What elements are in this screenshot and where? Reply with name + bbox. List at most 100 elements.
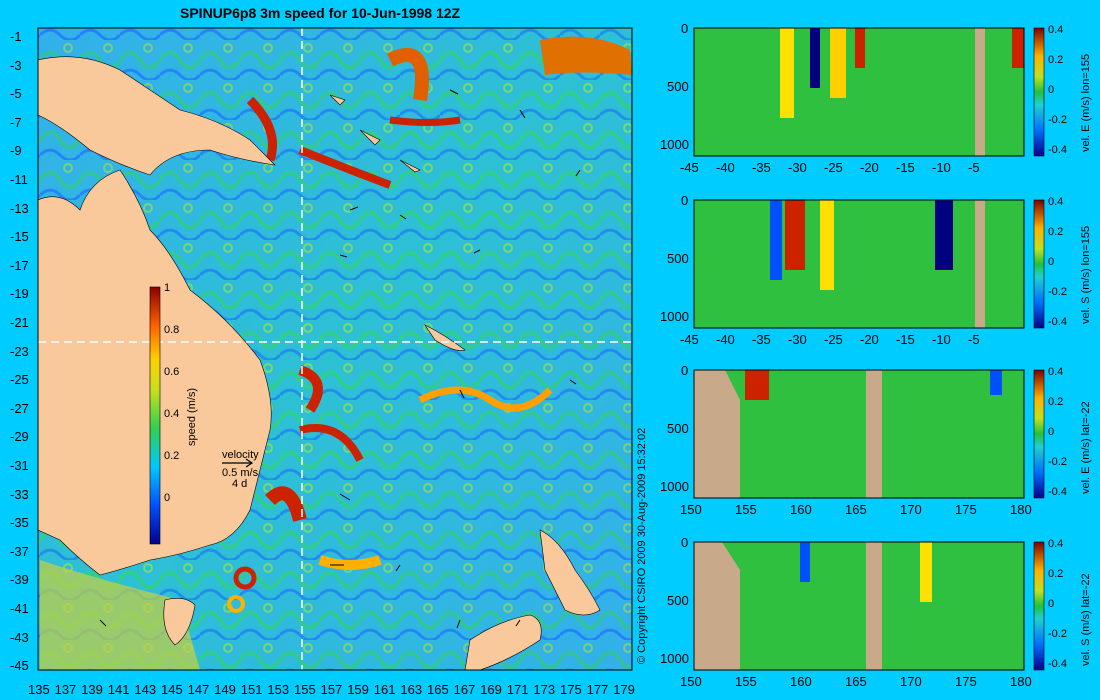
lon-tick-label: 153 <box>267 682 290 697</box>
lat-tick-label: -13 <box>10 200 29 216</box>
lat-tick-label: -17 <box>10 257 29 273</box>
lon-tick-label: 141 <box>107 682 130 697</box>
section-x-tick: -20 <box>860 160 879 175</box>
section-panel-1 <box>693 27 1045 157</box>
lon-tick-label: 161 <box>373 682 396 697</box>
lat-tick-label: -25 <box>10 372 29 388</box>
section-colorbar-tick: -0.2 <box>1048 628 1067 640</box>
section-x-tick: -10 <box>932 160 951 175</box>
section-colorbar-tick: 0 <box>1048 426 1055 438</box>
lon-tick-label: 147 <box>187 682 210 697</box>
lat-tick-label: -31 <box>10 458 29 473</box>
lat-tick-label: -7 <box>10 114 22 130</box>
section-x-tick: 180 <box>1010 502 1032 517</box>
lon-tick-label: 167 <box>453 682 476 697</box>
section-colorbar-tick: 0.4 <box>1048 366 1064 378</box>
lat-tick-label: -9 <box>10 143 22 159</box>
section-y-tick: 500 <box>667 79 689 94</box>
section-colorbar-tick: -0.2 <box>1048 114 1067 126</box>
lon-tick-label: 143 <box>134 682 157 697</box>
section-y-tick: 1000 <box>660 651 689 666</box>
lat-tick-label: -29 <box>10 429 29 445</box>
section-colorbar-tick: 0.2 <box>1048 54 1064 66</box>
section-y-tick: 1000 <box>660 137 689 152</box>
section-panel-4 <box>693 541 1045 671</box>
section-colorbar-tick: 0 <box>1048 256 1055 268</box>
speed-colorbar-tick: 0.4 <box>164 408 180 420</box>
section-x-tick: 175 <box>955 502 977 517</box>
section-x-tick: -25 <box>824 332 843 347</box>
section-colorbar-tick: 0 <box>1048 84 1055 96</box>
speed-colorbar-label: speed (m/s) <box>186 387 198 446</box>
section-colorbar-tick: 0.4 <box>1048 538 1064 550</box>
lon-tick-label: 163 <box>400 682 423 697</box>
speed-colorbar <box>149 286 161 545</box>
lat-tick-label: -33 <box>10 486 29 502</box>
section-colorbar-tick: -0.2 <box>1048 286 1067 298</box>
section-colorbar-tick: 0.2 <box>1048 568 1064 580</box>
section-y-tick: 0 <box>681 363 689 378</box>
section-x-tick: -40 <box>716 332 735 347</box>
lon-tick-label: 139 <box>81 682 103 697</box>
section-x-tick: 165 <box>845 674 867 689</box>
lon-tick-label: 151 <box>240 682 263 697</box>
section-x-tick: -45 <box>680 160 699 175</box>
section-x-tick: 170 <box>900 502 922 517</box>
section-x-tick: 180 <box>1010 674 1032 689</box>
lat-tick-label: -27 <box>10 400 29 416</box>
lat-tick-label: -37 <box>10 543 29 559</box>
section-x-tick: 160 <box>790 674 812 689</box>
lat-tick-label: -15 <box>10 229 29 245</box>
section-panel-3 <box>693 369 1045 499</box>
section-x-tick: 150 <box>680 502 702 517</box>
section-colorbar-tick: -0.4 <box>1048 486 1067 498</box>
lon-tick-label: 155 <box>294 682 316 697</box>
lat-tick-label: -39 <box>10 572 29 588</box>
lon-tick-label: 177 <box>586 682 609 697</box>
section-colorbar-tick: 0.2 <box>1048 396 1064 408</box>
section-x-tick: -5 <box>968 332 980 347</box>
section-colorbar-label: vel. E (m/s) lon=155 <box>1080 53 1092 152</box>
section-y-tick: 0 <box>681 21 689 36</box>
current-jets <box>40 36 632 670</box>
section-y-tick: 0 <box>681 193 689 208</box>
section-y-tick: 0 <box>681 535 689 550</box>
section-x-tick: 170 <box>900 674 922 689</box>
section-x-tick: 175 <box>955 674 977 689</box>
section-x-tick: 165 <box>845 502 867 517</box>
lon-tick-label: 173 <box>533 682 556 697</box>
lat-tick-label: -41 <box>10 601 29 616</box>
section-y-tick: 500 <box>667 421 689 436</box>
lat-tick-label: -43 <box>10 629 29 645</box>
section-x-tick: -45 <box>680 332 699 347</box>
section-x-tick: -30 <box>788 332 807 347</box>
section-x-tick: -15 <box>896 332 915 347</box>
map-frame <box>37 27 633 671</box>
lon-tick-label: 157 <box>320 682 343 697</box>
section-x-tick: 155 <box>735 502 757 517</box>
lat-tick-label: -45 <box>10 658 29 674</box>
section-x-tick: -10 <box>932 332 951 347</box>
lon-tick-label: 175 <box>560 682 582 697</box>
section-colorbar-tick: -0.2 <box>1048 456 1067 468</box>
section-colorbar-tick: 0.4 <box>1048 24 1064 36</box>
lon-tick-label: 135 <box>28 682 50 697</box>
lat-tick-label: -1 <box>10 29 22 44</box>
speed-colorbar-tick: 0 <box>164 492 171 504</box>
section-colorbar-tick: -0.4 <box>1048 316 1067 328</box>
map-title: SPINUP6p8 3m speed for 10-Jun-1998 12Z <box>180 5 461 21</box>
section-x-tick: -30 <box>788 160 807 175</box>
section-colorbar-tick: 0.2 <box>1048 226 1064 238</box>
velocity-arrows <box>99 89 581 629</box>
section-x-tick: 160 <box>790 502 812 517</box>
lon-tick-label: 165 <box>427 682 449 697</box>
section-y-tick: 1000 <box>660 309 689 324</box>
section-colorbar-tick: 0 <box>1048 598 1055 610</box>
section-y-tick: 1000 <box>660 479 689 494</box>
section-colorbar-tick: -0.4 <box>1048 658 1067 670</box>
section-x-tick: -5 <box>968 160 980 175</box>
lat-tick-label: -35 <box>10 515 29 531</box>
speed-colorbar-tick: 0.2 <box>164 450 180 462</box>
lat-tick-label: -5 <box>10 86 22 102</box>
copyright-text: © Copyright CSIRO 2009 30-Aug-2009 15:32… <box>636 427 648 664</box>
